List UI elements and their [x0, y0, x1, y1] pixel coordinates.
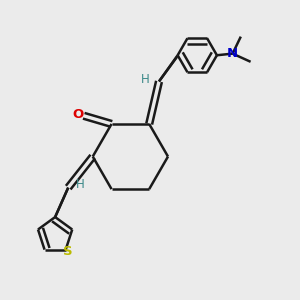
Text: N: N	[227, 47, 238, 60]
Text: H: H	[76, 178, 85, 191]
Text: S: S	[62, 245, 72, 258]
Text: O: O	[72, 108, 83, 121]
Text: H: H	[141, 73, 150, 86]
